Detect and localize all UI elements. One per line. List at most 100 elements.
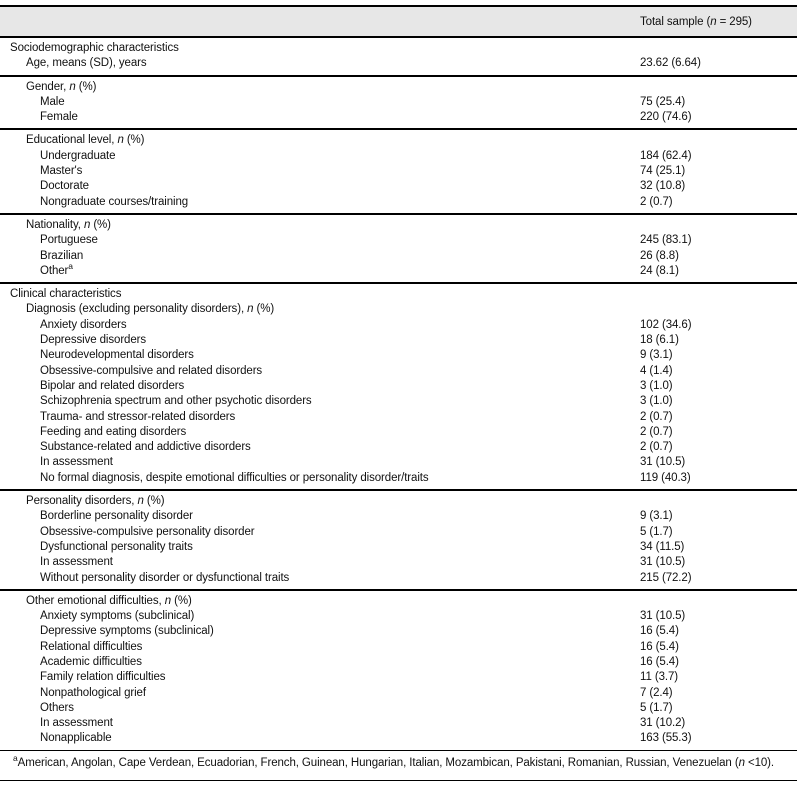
footnote-superscript: a bbox=[13, 752, 18, 763]
row-label-text: Bipolar and related disorders bbox=[40, 379, 185, 392]
table-row: Age, means (SD), years 23.62 (6.64) bbox=[0, 56, 797, 71]
row-label-text: In assessment bbox=[40, 717, 113, 730]
row-label: Relational difficulties bbox=[0, 640, 640, 655]
row-label-text: In assessment bbox=[40, 456, 113, 469]
table-row: Sociodemographic characteristics bbox=[0, 41, 797, 56]
row-label: Nationality, n (%) bbox=[0, 218, 640, 233]
row-value: 31 (10.2) bbox=[640, 717, 686, 730]
row-label-suffix: (%) bbox=[90, 218, 111, 231]
row-value: 74 (25.1) bbox=[640, 165, 686, 178]
row-label-text: In assessment bbox=[40, 556, 113, 569]
row-value: 215 (72.2) bbox=[640, 571, 692, 584]
row-value: 245 (83.1) bbox=[640, 234, 692, 247]
table-row: Borderline personality disorder 9 (3.1) bbox=[0, 509, 797, 524]
row-value: 119 (40.3) bbox=[640, 471, 691, 484]
table-row: Clinical characteristics bbox=[0, 287, 797, 302]
total-sample-header-italic-n: n bbox=[710, 15, 717, 28]
table-row: Depressive disorders 18 (6.1) bbox=[0, 333, 797, 348]
table-row: Nonapplicable 163 (55.3) bbox=[0, 731, 797, 746]
table-row: Neurodevelopmental disorders 9 (3.1) bbox=[0, 348, 797, 363]
table-row: Academic difficulties 16 (5.4) bbox=[0, 655, 797, 670]
row-label-italic-n: n bbox=[137, 495, 144, 508]
table-section: Educational level, n (%) Undergraduate 1… bbox=[0, 130, 797, 215]
table-row: Educational level, n (%) bbox=[0, 133, 797, 148]
table-row: Family relation difficulties 11 (3.7) bbox=[0, 670, 797, 685]
row-value bbox=[640, 218, 797, 233]
row-value: 184 (62.4) bbox=[640, 149, 692, 162]
row-label-italic-n: n bbox=[83, 218, 91, 231]
table-row: In assessment 31 (10.5) bbox=[0, 555, 797, 570]
footnote-italic-n: n bbox=[738, 756, 745, 769]
row-label-text: Dysfunctional personality traits bbox=[40, 540, 193, 553]
table-row: Anxiety disorders 102 (34.6) bbox=[0, 318, 797, 333]
row-label: Bipolar and related disorders bbox=[0, 379, 640, 394]
row-label-text: Family relation difficulties bbox=[40, 671, 166, 684]
table-row: Bipolar and related disorders 3 (1.0) bbox=[0, 379, 797, 394]
row-value bbox=[640, 41, 797, 56]
row-label: Obsessive-compulsive personality disorde… bbox=[0, 525, 640, 540]
row-value: 32 (10.8) bbox=[640, 180, 686, 193]
row-value bbox=[640, 287, 797, 302]
row-label-text: Nationality, bbox=[26, 218, 84, 231]
row-label: Without personality disorder or dysfunct… bbox=[0, 571, 640, 586]
row-label: Sociodemographic characteristics bbox=[0, 41, 640, 56]
row-label-text: Gender, bbox=[26, 80, 70, 93]
row-value: 16 (5.4) bbox=[640, 625, 679, 638]
row-label-text: Depressive symptoms (subclinical) bbox=[40, 625, 214, 638]
row-label-text: Nonpathological grief bbox=[40, 686, 146, 699]
row-label-text: Diagnosis (excluding personality disorde… bbox=[26, 303, 248, 316]
row-label-italic-n: n bbox=[69, 80, 76, 93]
row-value: 3 (1.0) bbox=[640, 395, 673, 408]
table-row: Doctorate 32 (10.8) bbox=[0, 179, 797, 194]
row-label-suffix: (%) bbox=[253, 303, 275, 316]
table-body: Sociodemographic characteristics Age, me… bbox=[0, 38, 797, 751]
row-label: Neurodevelopmental disorders bbox=[0, 348, 640, 363]
table-row: Obsessive-compulsive and related disorde… bbox=[0, 364, 797, 379]
total-sample-header: Total sample (n = 295) bbox=[640, 16, 797, 28]
table-row: Trauma- and stressor-related disorders 2… bbox=[0, 410, 797, 425]
row-label-text: Personality disorders, bbox=[26, 495, 138, 508]
row-label-suffix: (%) bbox=[143, 495, 165, 508]
row-value: 24 (8.1) bbox=[640, 264, 679, 277]
total-sample-header-suffix: = 295) bbox=[716, 15, 752, 28]
table-header-row: Total sample (n = 295) bbox=[0, 5, 797, 38]
row-label-text: Neurodevelopmental disorders bbox=[40, 349, 194, 362]
footnote-suffix: <10). bbox=[744, 756, 774, 769]
table-row: Other emotional difficulties, n (%) bbox=[0, 594, 797, 609]
row-label: Educational level, n (%) bbox=[0, 133, 640, 148]
row-label-text: Nonapplicable bbox=[40, 732, 112, 745]
row-value: 4 (1.4) bbox=[640, 364, 673, 377]
row-label: Others bbox=[0, 701, 640, 716]
row-label: Depressive disorders bbox=[0, 333, 640, 348]
row-label-text: Anxiety disorders bbox=[40, 318, 127, 331]
row-label: Gender, n (%) bbox=[0, 80, 640, 95]
row-label: Diagnosis (excluding personality disorde… bbox=[0, 302, 640, 317]
row-value: 16 (5.4) bbox=[640, 655, 679, 668]
row-label-text: Feeding and eating disorders bbox=[40, 425, 187, 438]
table-section: Gender, n (%) Male 75 (25.4) Female 220 … bbox=[0, 77, 797, 131]
row-label: In assessment bbox=[0, 455, 640, 470]
row-label: Dysfunctional personality traits bbox=[0, 540, 640, 555]
row-label-text: Schizophrenia spectrum and other psychot… bbox=[40, 395, 312, 408]
sample-characteristics-table: Total sample (n = 295) Sociodemographic … bbox=[0, 5, 797, 782]
table-row: Relational difficulties 16 (5.4) bbox=[0, 640, 797, 655]
table-footnote: aAmerican, Angolan, Cape Verdean, Ecuado… bbox=[0, 751, 797, 782]
table-row: Depressive symptoms (subclinical) 16 (5.… bbox=[0, 624, 797, 639]
row-value: 26 (8.8) bbox=[640, 249, 679, 262]
row-label: Female bbox=[0, 110, 640, 125]
total-sample-header-prefix: Total sample ( bbox=[640, 15, 711, 28]
row-label: In assessment bbox=[0, 716, 640, 731]
row-label: No formal diagnosis, despite emotional d… bbox=[0, 471, 640, 486]
table-row: Nonpathological grief 7 (2.4) bbox=[0, 686, 797, 701]
row-label: Nonpathological grief bbox=[0, 686, 640, 701]
row-label-text: Female bbox=[40, 111, 78, 124]
table-section: Other emotional difficulties, n (%) Anxi… bbox=[0, 591, 797, 751]
row-label: Othera bbox=[0, 264, 640, 279]
row-value: 23.62 (6.64) bbox=[640, 57, 701, 70]
row-value bbox=[640, 494, 797, 509]
table-row: Brazilian 26 (8.8) bbox=[0, 249, 797, 264]
table-row: Others 5 (1.7) bbox=[0, 701, 797, 716]
row-label: Nongraduate courses/training bbox=[0, 195, 640, 210]
row-label: Nonapplicable bbox=[0, 731, 640, 746]
row-value bbox=[640, 594, 797, 609]
